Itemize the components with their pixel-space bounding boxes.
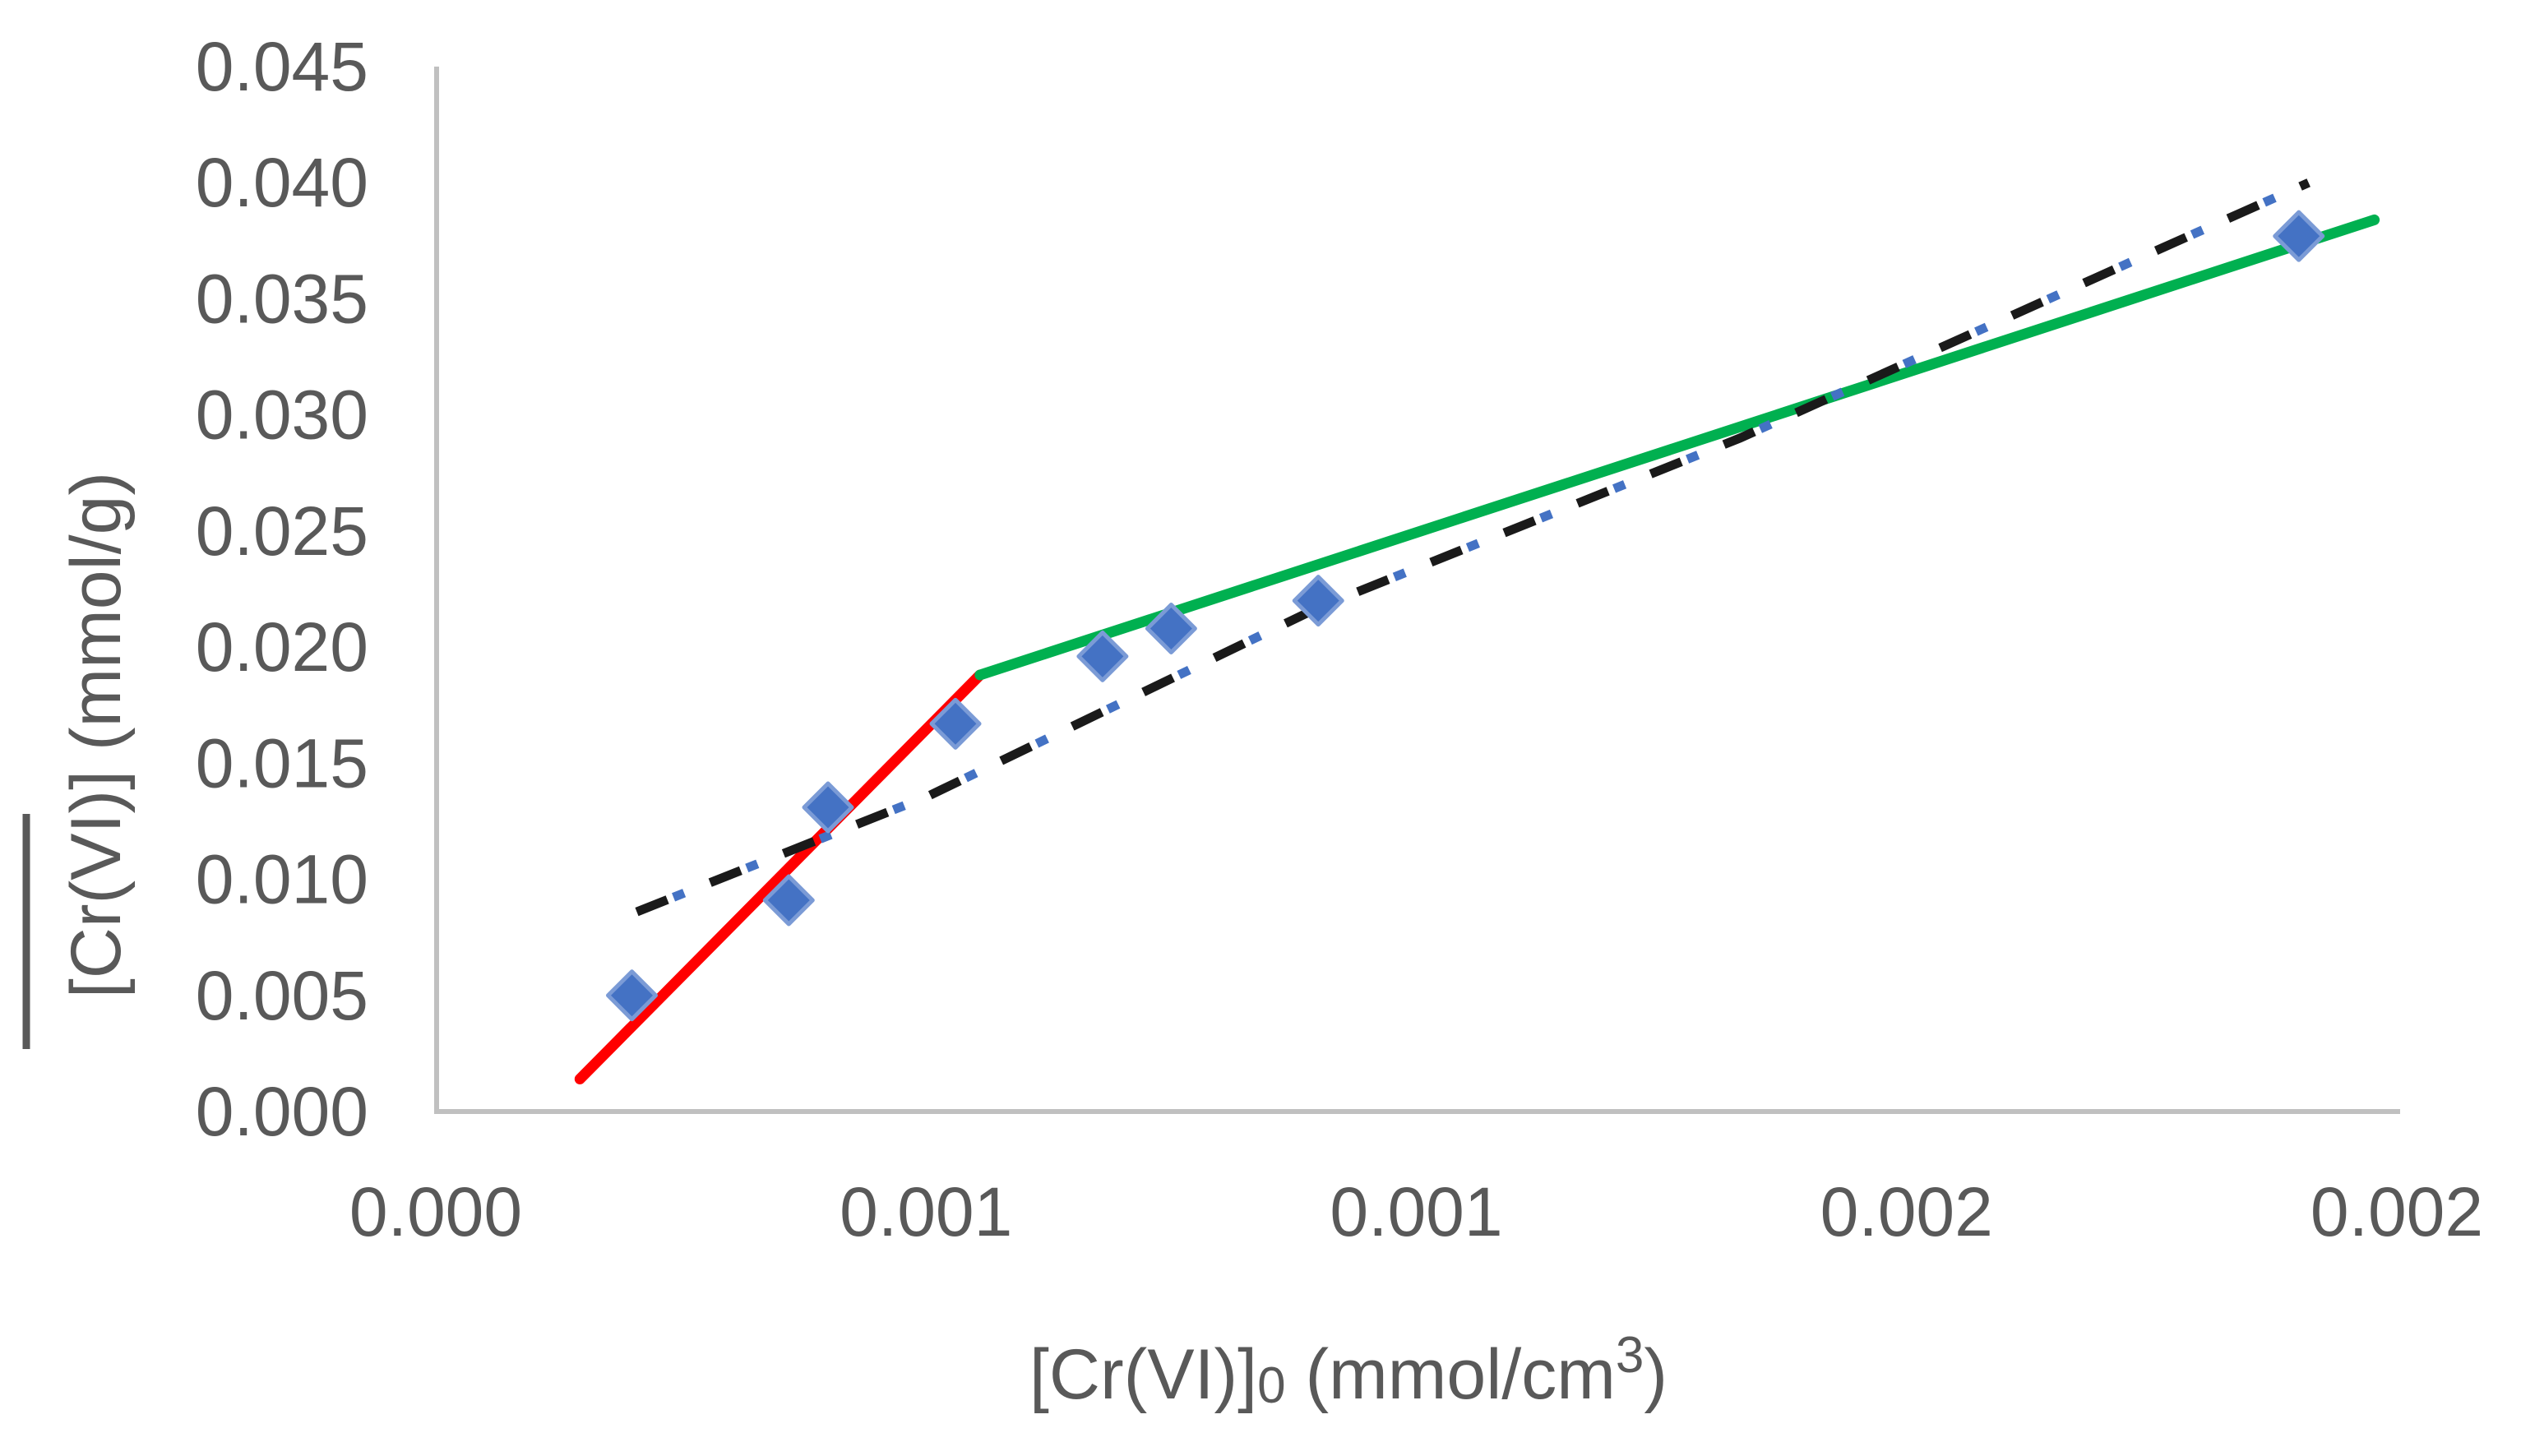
- y-tick-label: 0.015: [196, 724, 368, 802]
- axis-title-part: (mmol/cm: [1286, 1335, 1616, 1414]
- y-tick-label: 0.030: [196, 377, 368, 454]
- green-fit-segment: [974, 214, 2380, 681]
- y-tick-label: 0.040: [196, 144, 368, 221]
- axis-title-part: [Cr(VI)]: [57, 770, 136, 998]
- y-axis-tick-labels: 0.000 0.005 0.010 0.015 0.020 0.025 0.030 0.035…: [196, 28, 368, 1150]
- dash-dot-trendline-dots: [635, 178, 2311, 917]
- y-tick-label: 0.035: [196, 260, 368, 337]
- data-point-diamond: [606, 969, 658, 1022]
- y-tick-label: 0.025: [196, 492, 368, 570]
- y-tick-label: 0.010: [196, 841, 368, 918]
- data-point-diamond: [1145, 603, 1197, 655]
- y-tick-label: 0.005: [196, 957, 368, 1034]
- y-axis-title: [Cr(VI)] (mmol/g): [57, 472, 136, 998]
- trendlines: [574, 178, 2380, 1084]
- x-axis-tick-labels: 0.000 0.001 0.001 0.002 0.002: [349, 1173, 2483, 1250]
- x-tick-label: 0.002: [2311, 1173, 2483, 1250]
- x-tick-label: 0.002: [1820, 1173, 1993, 1250]
- data-point-diamond: [802, 781, 854, 834]
- data-point-diamond: [2273, 210, 2325, 262]
- scatter-series: [606, 210, 2325, 1022]
- axis-title-part: [Cr(VI)]: [1029, 1335, 1257, 1414]
- x-axis-title: [Cr(VI)]0 (mmol/cm3): [1029, 1327, 1668, 1414]
- data-point-diamond: [1292, 575, 1344, 627]
- y-tick-label: 0.045: [196, 28, 368, 105]
- x-tick-label: 0.000: [349, 1173, 522, 1250]
- x-tick-label: 0.001: [1330, 1173, 1502, 1250]
- dash-dot-trendline-dashes: [635, 178, 2311, 917]
- y-tick-label: 0.000: [196, 1073, 368, 1150]
- data-point-diamond: [929, 697, 982, 750]
- data-point-diamond: [762, 874, 815, 927]
- data-point-diamond: [1076, 630, 1129, 682]
- axis-title-part: 0: [1257, 1357, 1285, 1414]
- red-fit-segment: [574, 669, 986, 1084]
- axis-title-part: (mmol/g): [57, 472, 136, 770]
- x-tick-label: 0.001: [840, 1173, 1012, 1250]
- axis-title-part: 3: [1616, 1327, 1644, 1384]
- y-tick-label: 0.020: [196, 608, 368, 686]
- axis-title-part: ): [1644, 1335, 1668, 1414]
